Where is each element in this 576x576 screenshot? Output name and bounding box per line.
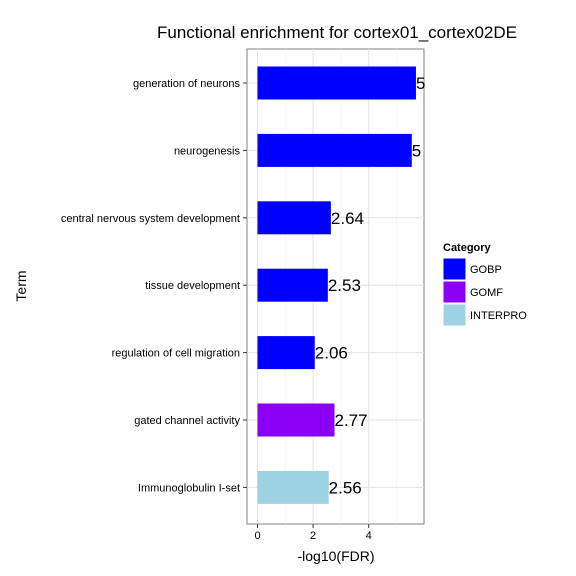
y-tick-label: central nervous system development [61, 213, 240, 225]
bar [257, 268, 328, 302]
data-label: 5 [416, 74, 425, 93]
x-tick-label: 0 [254, 530, 260, 542]
bars-group [257, 66, 416, 504]
legend-key [442, 280, 467, 304]
x-tick-label: 2 [310, 530, 316, 542]
legend-title: Category [443, 242, 492, 254]
y-tick-label: Immunoglobulin I-set [138, 482, 240, 494]
data-label: 5 [412, 141, 421, 160]
y-tick-label: regulation of cell migration [112, 348, 240, 360]
x-axis: 0 2 4 [254, 524, 372, 542]
bar [257, 66, 416, 100]
bar [257, 133, 412, 167]
legend-label: INTERPRO [470, 310, 527, 322]
x-tick-label: 4 [366, 530, 372, 542]
data-label: 2.56 [329, 478, 362, 497]
data-label: 2.53 [328, 276, 361, 295]
legend-key [442, 257, 467, 281]
data-label: 2.77 [335, 411, 368, 430]
bar [257, 403, 335, 437]
y-tick-label: tissue development [145, 280, 240, 292]
data-labels-group: 5 5 2.64 2.53 2.06 2.77 2.56 [315, 74, 426, 497]
bar [257, 201, 331, 235]
data-label: 2.06 [315, 344, 348, 363]
bar [257, 470, 329, 504]
legend: Category GOBP GOMF INTERPRO [442, 242, 527, 327]
y-tick-label: gated channel activity [134, 415, 240, 427]
bar [257, 336, 315, 370]
chart-title: Functional enrichment for cortex01_corte… [157, 23, 517, 42]
y-tick-label: generation of neurons [133, 78, 241, 90]
data-label: 2.64 [331, 209, 364, 228]
y-axis-title: Term [13, 270, 29, 301]
legend-key [442, 303, 467, 327]
legend-label: GOBP [470, 264, 502, 276]
y-tick-label: neurogenesis [174, 145, 241, 157]
x-axis-title: -log10(FDR) [297, 548, 374, 564]
y-axis: generation of neurons neurogenesis central… [61, 78, 247, 494]
legend-label: GOMF [470, 287, 503, 299]
